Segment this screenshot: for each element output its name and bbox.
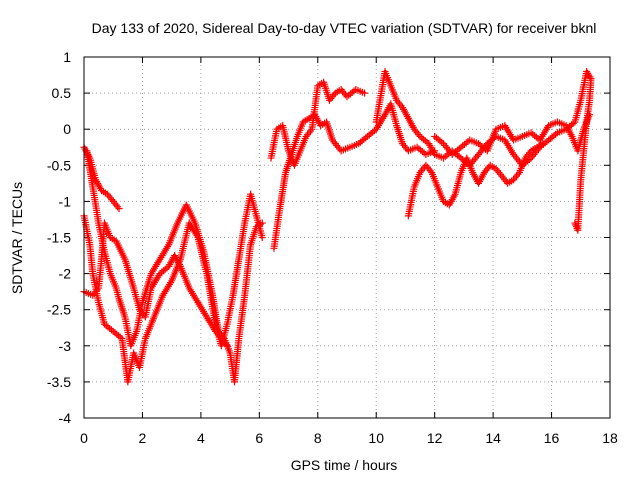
x-tick-label: 16	[544, 430, 560, 446]
data-point	[539, 140, 547, 148]
x-tick-label: 18	[602, 430, 618, 446]
chart-title: Day 133 of 2020, Sidereal Day-to-day VTE…	[92, 20, 597, 36]
plot-frame	[83, 56, 611, 419]
data-point	[361, 89, 369, 97]
x-tick-label: 14	[485, 430, 501, 446]
y-tick-label: 0	[63, 121, 71, 137]
y-tick-label: -2	[59, 266, 72, 282]
series-track-9	[431, 111, 594, 158]
y-tick-label: 1	[63, 49, 71, 65]
y-tick-label: -2.5	[47, 302, 71, 318]
axis-ticks	[83, 56, 611, 419]
y-axis-label: SDTVAR / TECUs	[9, 182, 25, 294]
series-track-7	[372, 67, 595, 169]
y-tick-label: 0.5	[52, 85, 72, 101]
y-tick-labels: -4 -3.5 -3 -2.5 -2 -1.5 -1 -0.5 0 0.5 1	[47, 49, 71, 426]
x-tick-label: 0	[80, 430, 88, 446]
x-axis-label: GPS time / hours	[291, 457, 398, 473]
series-track-10	[571, 75, 595, 234]
series-track-5	[270, 100, 439, 252]
grid	[84, 57, 610, 418]
data-point	[258, 219, 266, 227]
x-tick-labels: 0 2 4 6 8 10 12 14 16 18	[80, 430, 618, 446]
x-tick-label: 12	[427, 430, 443, 446]
data-point	[587, 75, 595, 83]
x-tick-label: 4	[197, 430, 205, 446]
series-track-4	[83, 147, 266, 386]
data-point	[258, 234, 266, 241]
x-tick-label: 6	[255, 430, 263, 446]
data-point	[115, 205, 123, 213]
data-points	[80, 67, 595, 386]
x-tick-label: 10	[368, 430, 384, 446]
x-tick-label: 8	[314, 430, 322, 446]
series-track-6	[267, 78, 369, 169]
y-tick-label: -1	[59, 193, 72, 209]
y-tick-label: -1.5	[47, 230, 71, 246]
x-tick-label: 2	[139, 430, 147, 446]
y-tick-label: -4	[59, 410, 72, 426]
y-tick-label: -3.5	[47, 374, 71, 390]
y-tick-label: -3	[59, 338, 72, 354]
series-track-8	[404, 140, 547, 220]
y-tick-label: -0.5	[47, 157, 71, 173]
